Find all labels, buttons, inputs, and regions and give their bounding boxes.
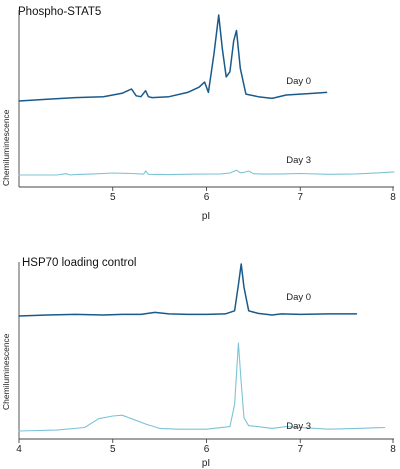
trace-labels: Day 0 Day 3 (286, 292, 311, 432)
y-axis-label: Chemiluminescence (1, 333, 11, 410)
chart-title: HSP70 loading control (22, 257, 136, 269)
x-axis-label: pI (202, 458, 210, 469)
series-label: Day 3 (286, 155, 311, 166)
x-tick-label: 8 (390, 444, 396, 455)
series-line-day-3 (18, 342, 386, 432)
chart-title: Phospho-STAT5 (18, 6, 101, 18)
x-axis-ticks: 5 6 7 8 (110, 187, 396, 203)
y-axis-label: Chemiluminescence (1, 109, 11, 186)
panel-hsp70-loading-control: HSP70 loading control Chemiluminescence … (1, 257, 396, 469)
series-label: Day 3 (286, 421, 311, 432)
series-line-day-0 (18, 263, 358, 317)
series-line-day-0 (18, 14, 328, 102)
traces (18, 263, 386, 432)
panel-phospho-stat5: Phospho-STAT5 Chemiluminescence 5 6 7 8 Day… (1, 6, 396, 222)
traces (18, 14, 395, 176)
series-label: Day 0 (286, 76, 311, 87)
x-tick-label: 7 (297, 192, 303, 203)
x-tick-label: 4 (16, 444, 22, 455)
trace-labels: Day 0 Day 3 (286, 76, 311, 166)
x-tick-label: 6 (204, 192, 210, 203)
x-axis-ticks: 4 5 6 7 8 (16, 439, 396, 455)
axis-lines (18, 262, 394, 440)
x-tick-label: 5 (110, 444, 116, 455)
x-tick-label: 5 (110, 192, 116, 203)
x-tick-label: 7 (297, 444, 303, 455)
series-label: Day 0 (286, 292, 311, 303)
x-tick-label: 8 (390, 192, 396, 203)
series-line-day-3 (18, 169, 395, 176)
x-tick-label: 6 (204, 444, 210, 455)
axis-lines (18, 10, 394, 188)
x-axis-label: pI (202, 211, 210, 222)
